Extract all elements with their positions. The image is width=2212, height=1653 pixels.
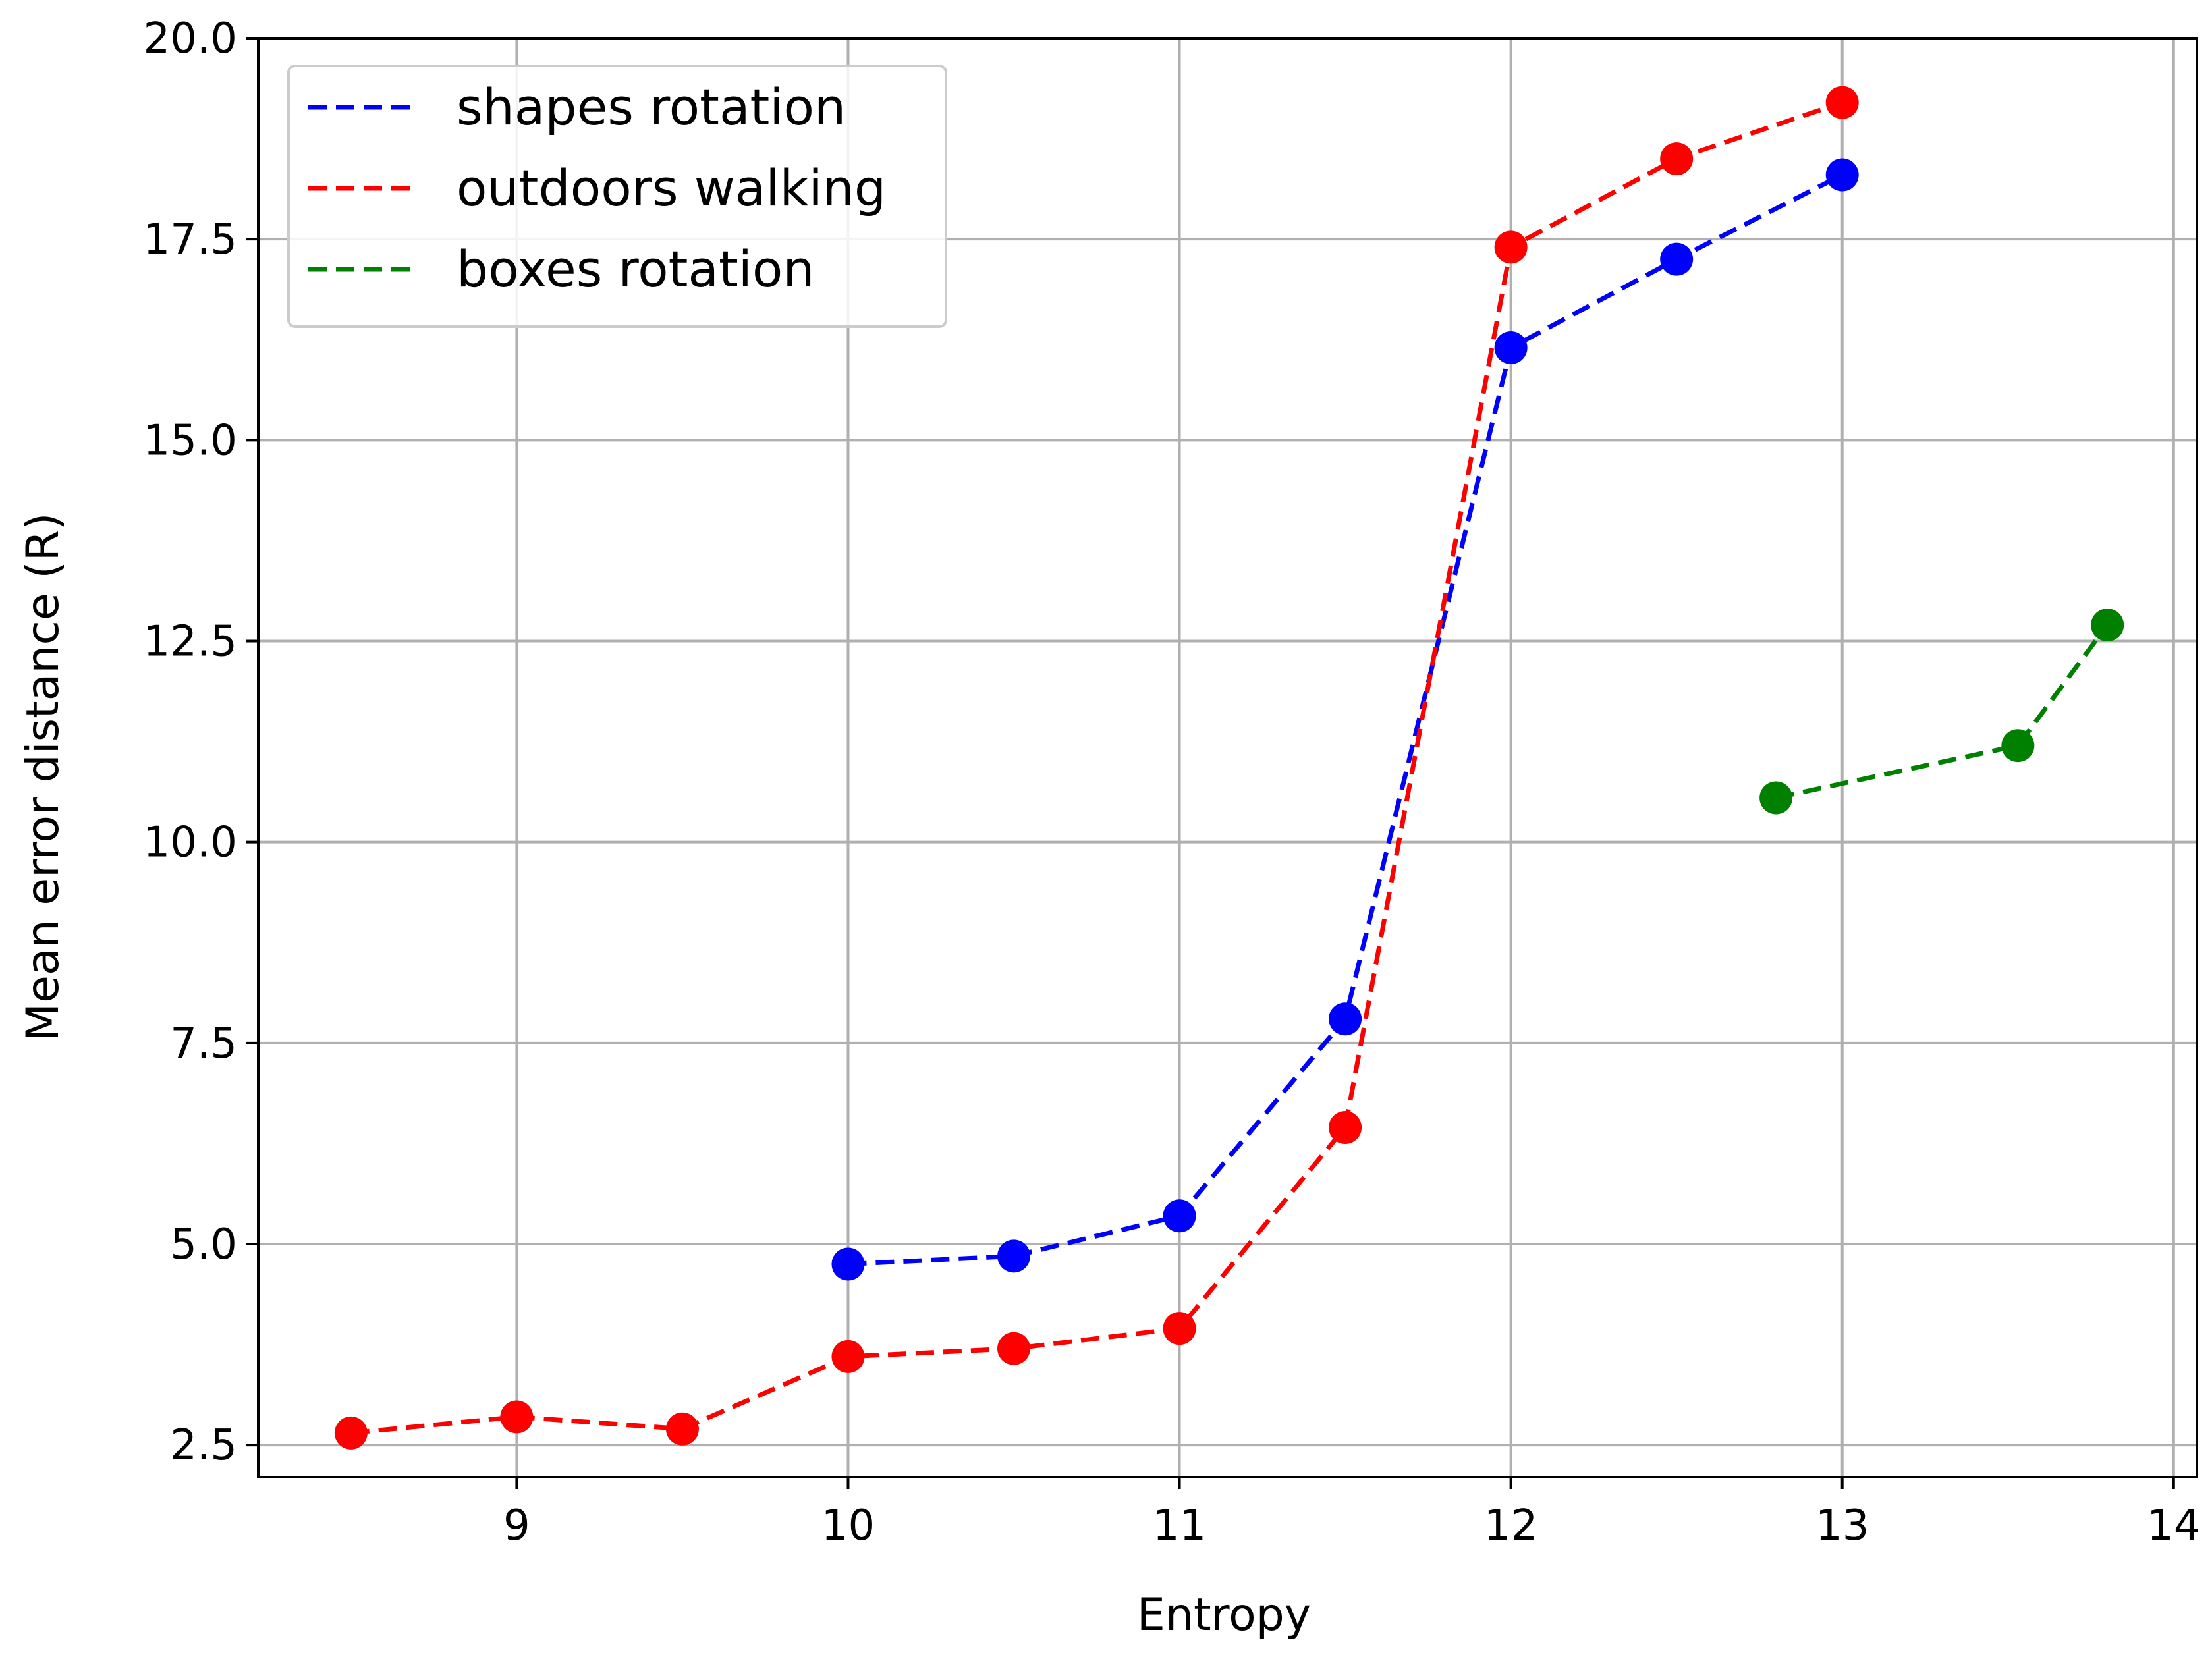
data-point-shapes-rotation — [997, 1239, 1031, 1273]
legend-label-boxes-rotation: boxes rotation — [456, 240, 815, 298]
y-tick-label: 17.5 — [144, 215, 238, 264]
x-tick-label: 12 — [1484, 1502, 1537, 1550]
data-point-boxes-rotation — [2001, 729, 2035, 763]
y-tick-label: 15.0 — [144, 416, 238, 465]
data-point-shapes-rotation — [1494, 331, 1528, 364]
data-point-outdoors-walking — [997, 1332, 1031, 1365]
series-markers — [334, 86, 2124, 1450]
data-point-boxes-rotation — [2091, 609, 2124, 642]
y-tick-label: 2.5 — [170, 1421, 237, 1470]
legend: shapes rotation outdoors walking boxes rot… — [287, 65, 947, 328]
x-axis-ticks: 9 10 11 12 13 14 — [503, 1477, 2201, 1550]
data-point-shapes-rotation — [1329, 1002, 1362, 1036]
y-axis-label: Mean error distance (R) — [17, 512, 69, 1041]
data-point-outdoors-walking — [1825, 86, 1859, 119]
data-point-outdoors-walking — [1163, 1312, 1196, 1345]
series-line-boxes-rotation — [1775, 624, 2109, 800]
y-tick-label: 10.0 — [144, 819, 238, 867]
legend-label-outdoors-walking: outdoors walking — [456, 159, 886, 217]
data-point-outdoors-walking — [1660, 142, 1694, 176]
data-point-outdoors-walking — [500, 1400, 534, 1434]
legend-label-shapes-rotation: shapes rotation — [456, 78, 846, 136]
x-axis-label: Entropy — [1137, 1589, 1311, 1641]
x-tick-label: 10 — [821, 1502, 875, 1550]
x-tick-label: 11 — [1153, 1502, 1206, 1550]
data-point-shapes-rotation — [1660, 242, 1694, 276]
x-tick-label: 9 — [503, 1502, 530, 1550]
y-tick-label: 5.0 — [170, 1220, 237, 1269]
plot-area-frame — [257, 37, 2198, 1478]
data-point-outdoors-walking — [831, 1340, 865, 1373]
y-axis-ticks: 2.5 5.0 7.5 10.0 12.5 15.0 17.5 20.0 — [144, 14, 258, 1470]
data-point-shapes-rotation — [1163, 1199, 1196, 1233]
series-line-outdoors-walking — [350, 100, 1843, 1436]
data-point-outdoors-walking — [334, 1416, 368, 1450]
data-point-outdoors-walking — [665, 1412, 699, 1446]
data-point-outdoors-walking — [1329, 1111, 1362, 1145]
x-tick-label: 14 — [2147, 1502, 2200, 1550]
y-tick-label: 12.5 — [144, 618, 238, 666]
data-point-outdoors-walking — [1494, 230, 1528, 264]
data-point-boxes-rotation — [1759, 781, 1793, 815]
y-tick-label: 20.0 — [144, 14, 238, 63]
data-point-shapes-rotation — [831, 1247, 865, 1281]
x-tick-label: 13 — [1815, 1502, 1869, 1550]
y-tick-label: 7.5 — [170, 1019, 237, 1068]
data-point-shapes-rotation — [1825, 158, 1859, 192]
